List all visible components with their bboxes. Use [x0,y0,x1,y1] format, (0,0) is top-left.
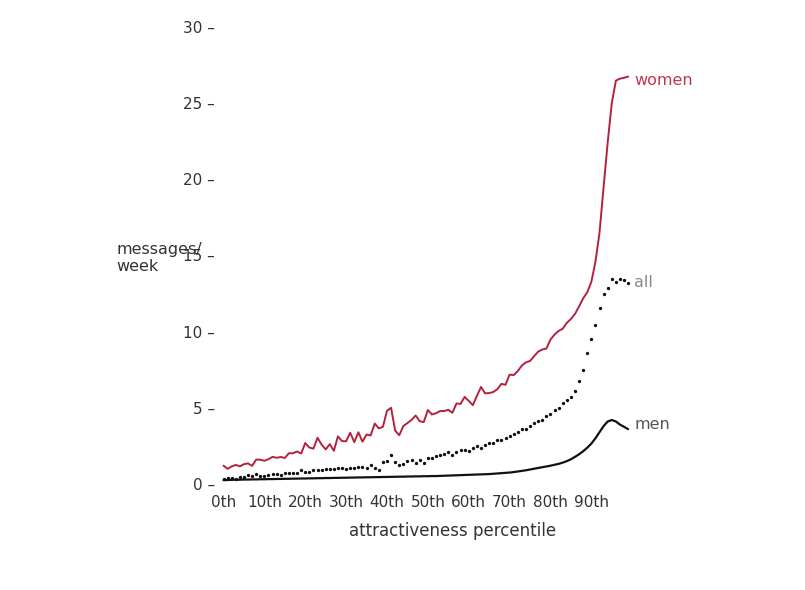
X-axis label: attractiveness percentile: attractiveness percentile [349,522,556,540]
Text: messages/
week: messages/ week [116,241,202,274]
Text: men: men [634,417,670,432]
Text: women: women [634,73,693,88]
Text: all: all [634,276,653,290]
